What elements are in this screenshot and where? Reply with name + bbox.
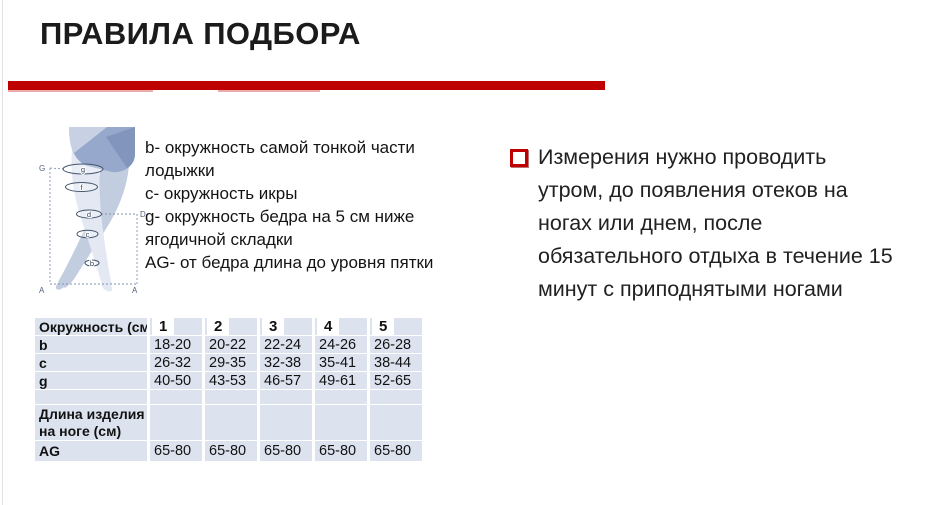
guide-label-G: G <box>39 164 45 173</box>
table-spacer-cell <box>315 390 370 405</box>
table-cell <box>315 405 370 441</box>
checkbox-bullet-icon <box>510 149 528 167</box>
guide-label-A-left: A <box>39 286 45 295</box>
measurement-def-ag: AG- от бедра длина до уровня пятки <box>145 253 434 272</box>
table-cell: 20-22 <box>205 336 260 354</box>
measurement-bands <box>62 163 104 267</box>
table-row-c-label: c <box>35 354 150 372</box>
table-cell: 65-80 <box>370 441 425 462</box>
table-header-size-1: 1 <box>150 318 205 336</box>
note-line: обязательного отдыха в течение 15 <box>538 244 893 268</box>
table-cell <box>205 405 260 441</box>
table-cell <box>260 405 315 441</box>
note-line: Измерения нужно проводить <box>538 145 827 169</box>
band-labels: g f d c b <box>79 164 95 269</box>
table-row-ag-label: AG <box>35 441 150 462</box>
note-line: минут с приподнятыми ногами <box>538 277 843 301</box>
front-leg <box>71 150 112 287</box>
table-cell: 35-41 <box>315 354 370 372</box>
table-cell <box>150 405 205 441</box>
table-cell: 26-32 <box>150 354 205 372</box>
measuring-time-note: Измерения нужно проводить утром, до появ… <box>507 141 917 306</box>
measurement-definitions: b- окружность самой тонкой части лодыжки… <box>145 136 457 274</box>
size-table: Окружность (см) 1 2 3 4 5 b 18-20 20-22 … <box>35 318 425 462</box>
table-header-circumference: Окружность (см) <box>35 318 150 336</box>
table-cell: 38-44 <box>370 354 425 372</box>
note-line: утром, до появления отеков на <box>538 178 848 202</box>
table-row-length-label: Длина изделия на ноге (см) <box>35 405 150 441</box>
table-spacer-cell <box>150 390 205 405</box>
table-cell: 32-38 <box>260 354 315 372</box>
table-cell: 22-24 <box>260 336 315 354</box>
page-title: ПРАВИЛА ПОДБОРА <box>40 16 361 51</box>
note-text: Измерения нужно проводить утром, до появ… <box>538 141 917 306</box>
table-cell: 43-53 <box>205 372 260 390</box>
table-cell: 49-61 <box>315 372 370 390</box>
guide-label-D: D <box>140 210 146 219</box>
table-cell <box>370 405 425 441</box>
title-accent-underline <box>8 90 153 92</box>
table-cell: 65-80 <box>315 441 370 462</box>
table-cell: 46-57 <box>260 372 315 390</box>
band-label-c: c <box>86 230 90 239</box>
guide-labels: G A A D <box>39 164 146 295</box>
title-accent-underline <box>218 90 320 92</box>
guide-label-A-right: A <box>132 286 138 295</box>
table-header-size-2: 2 <box>205 318 260 336</box>
table-cell: 29-35 <box>205 354 260 372</box>
note-line: ногах или днем, после <box>538 211 763 235</box>
table-spacer-cell <box>260 390 315 405</box>
table-spacer <box>35 390 150 405</box>
table-cell: 52-65 <box>370 372 425 390</box>
legs-measurement-diagram: g f d c b G A A D <box>39 127 146 295</box>
measurement-def-g: g- окружность бедра на 5 см ниже ягодичн… <box>145 207 415 249</box>
table-cell: 26-28 <box>370 336 425 354</box>
table-cell: 65-80 <box>205 441 260 462</box>
table-cell: 65-80 <box>150 441 205 462</box>
table-header-size-3: 3 <box>260 318 315 336</box>
table-row-g-label: g <box>35 372 150 390</box>
band-label-f: f <box>80 183 83 192</box>
measurement-def-b: b- окружность самой тонкой части лодыжки <box>145 138 415 180</box>
table-spacer-cell <box>370 390 425 405</box>
band-label-d: d <box>87 210 91 219</box>
band-label-b: b <box>90 259 94 268</box>
band-label-g: g <box>81 165 85 174</box>
table-cell: 18-20 <box>150 336 205 354</box>
table-cell: 65-80 <box>260 441 315 462</box>
slide-left-edge <box>2 0 3 505</box>
table-header-size-4: 4 <box>315 318 370 336</box>
measurement-def-c: c- окружность икры <box>145 184 298 203</box>
table-cell: 40-50 <box>150 372 205 390</box>
table-header-size-5: 5 <box>370 318 425 336</box>
title-accent-bar <box>8 81 605 90</box>
table-cell: 24-26 <box>315 336 370 354</box>
table-spacer-cell <box>205 390 260 405</box>
table-row-b-label: b <box>35 336 150 354</box>
dashed-guides <box>49 167 138 285</box>
